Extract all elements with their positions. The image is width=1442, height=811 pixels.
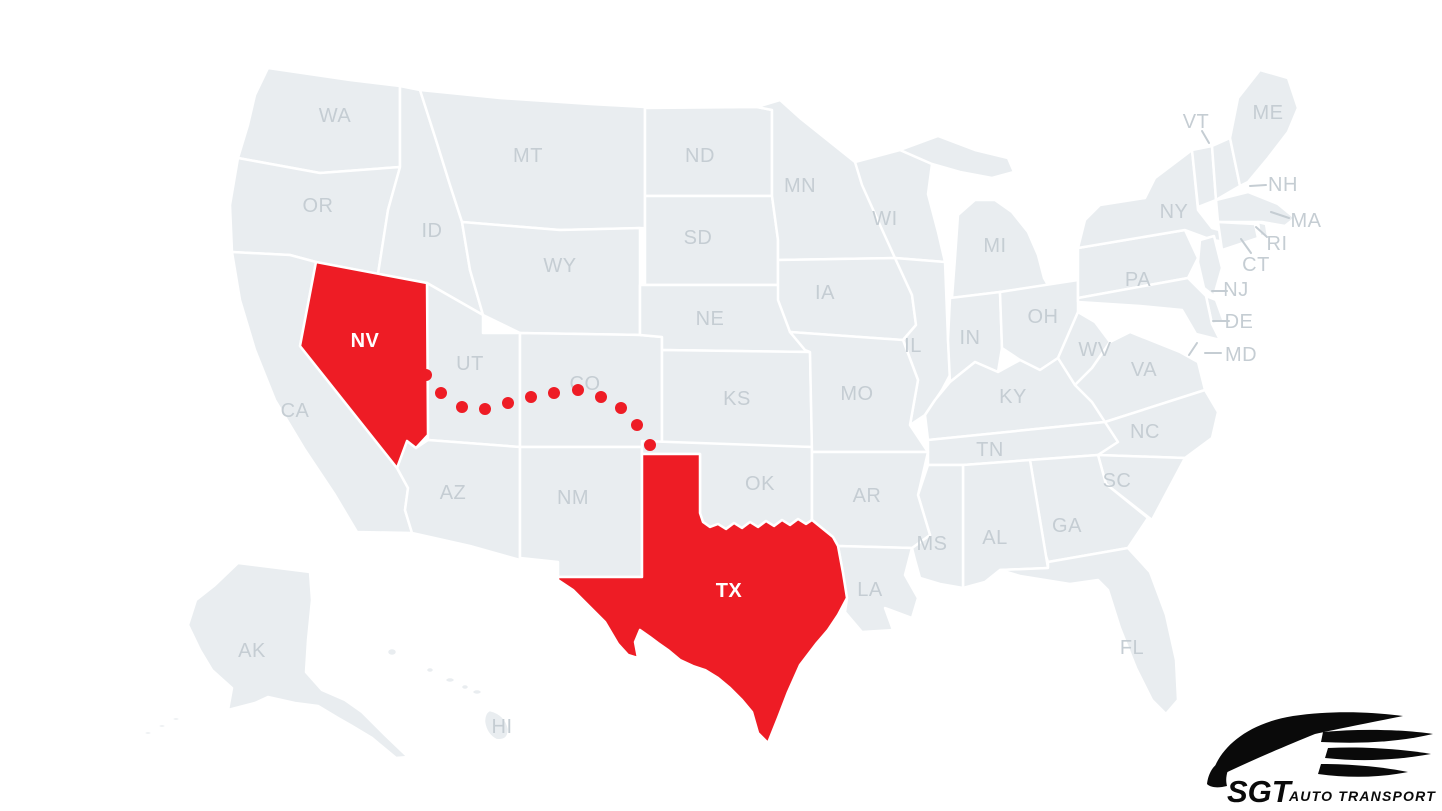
state-label-ca: CA	[281, 400, 310, 422]
state-nj-shape	[1196, 234, 1224, 298]
state-label-fl: FL	[1120, 637, 1144, 659]
state-label-ma: MA	[1291, 210, 1322, 232]
route-dot	[644, 439, 656, 451]
state-label-me: ME	[1253, 102, 1284, 124]
route-dotted-line	[420, 369, 656, 451]
state-label-mt: MT	[513, 145, 543, 167]
state-label-oh: OH	[1028, 306, 1059, 328]
route-dot	[502, 397, 514, 409]
leader-line-ri	[1255, 226, 1268, 238]
leader-line-vt	[1201, 130, 1210, 144]
state-label-wy: WY	[543, 255, 576, 277]
state-label-tx: TX	[716, 580, 743, 602]
logo-wing-icon	[1207, 712, 1433, 788]
leader-lines-layer	[1188, 130, 1290, 356]
state-mi-up-shape	[898, 134, 1016, 180]
alaska-islands	[142, 715, 182, 737]
state-label-il: IL	[904, 335, 922, 357]
states-layer	[142, 66, 1300, 760]
state-label-ok: OK	[745, 473, 775, 495]
state-label-az: AZ	[440, 482, 467, 504]
state-label-sd: SD	[684, 227, 713, 249]
state-fl-shape	[998, 546, 1180, 716]
route-dot	[435, 387, 447, 399]
route-dot	[525, 391, 537, 403]
logo-text-auto-transport: AUTO TRANSPORT	[1288, 788, 1436, 804]
route-dot	[548, 387, 560, 399]
leader-line-md	[1188, 342, 1198, 356]
state-label-or: OR	[303, 195, 334, 217]
state-label-nv: NV	[351, 330, 380, 352]
state-label-pa: PA	[1125, 269, 1151, 291]
state-wy-shape	[460, 220, 642, 337]
state-label-va: VA	[1131, 359, 1157, 381]
company-logo: SGT AUTO TRANSPORT	[1207, 712, 1436, 809]
state-nm-shape	[518, 445, 644, 579]
state-label-mo: MO	[840, 383, 873, 405]
leader-line-nh	[1249, 184, 1267, 187]
route-dot	[479, 403, 491, 415]
logo-text-sgt: SGT	[1227, 774, 1294, 809]
state-label-tn: TN	[976, 439, 1004, 461]
state-label-nc: NC	[1130, 421, 1160, 443]
leader-line-ct	[1240, 238, 1252, 254]
state-label-ky: KY	[999, 386, 1027, 408]
route-dot	[456, 401, 468, 413]
state-ia-shape	[776, 256, 918, 342]
state-label-mi: MI	[983, 235, 1006, 257]
state-label-wa: WA	[319, 105, 352, 127]
state-label-nh: NH	[1268, 174, 1298, 196]
state-label-sc: SC	[1103, 470, 1132, 492]
route-dot	[615, 402, 627, 414]
state-tx-shape-highlighted	[556, 452, 849, 745]
state-label-md: MD	[1225, 344, 1257, 366]
leader-line-ma	[1270, 211, 1290, 219]
state-label-la: LA	[857, 579, 883, 601]
state-label-ny: NY	[1160, 201, 1189, 223]
state-label-de: DE	[1225, 311, 1254, 333]
state-label-nm: NM	[557, 487, 589, 509]
state-md-shape	[1076, 276, 1222, 342]
route-dot	[595, 391, 607, 403]
state-hi-shape	[385, 646, 511, 742]
state-ct-shape	[1216, 220, 1260, 252]
state-label-wi: WI	[872, 208, 897, 230]
state-label-nd: ND	[685, 145, 715, 167]
state-label-ne: NE	[696, 308, 725, 330]
state-label-ms: MS	[917, 533, 948, 555]
state-label-wv: WV	[1078, 339, 1111, 361]
state-label-ga: GA	[1052, 515, 1082, 537]
state-label-id: ID	[422, 220, 443, 242]
state-label-in: IN	[960, 327, 981, 349]
state-label-ri: RI	[1267, 233, 1288, 255]
state-nv-shape-highlighted	[298, 260, 430, 470]
state-label-al: AL	[982, 527, 1007, 549]
route-dot	[631, 419, 643, 431]
route-dot	[420, 369, 432, 381]
state-label-ks: KS	[723, 388, 751, 410]
state-label-vt: VT	[1183, 111, 1210, 133]
state-ak-shape	[186, 561, 410, 760]
state-label-ct: CT	[1242, 254, 1270, 276]
state-label-hi: HI	[492, 716, 513, 738]
state-ma-shape	[1214, 190, 1297, 228]
state-label-nj: NJ	[1223, 279, 1248, 301]
state-label-ut: UT	[456, 353, 484, 375]
state-mi-shape	[950, 198, 1050, 300]
state-label-ak: AK	[238, 640, 266, 662]
route-dot	[572, 384, 584, 396]
state-label-mn: MN	[784, 175, 816, 197]
state-label-ia: IA	[815, 282, 835, 304]
state-me-shape	[1228, 68, 1300, 188]
state-label-ar: AR	[853, 485, 882, 507]
